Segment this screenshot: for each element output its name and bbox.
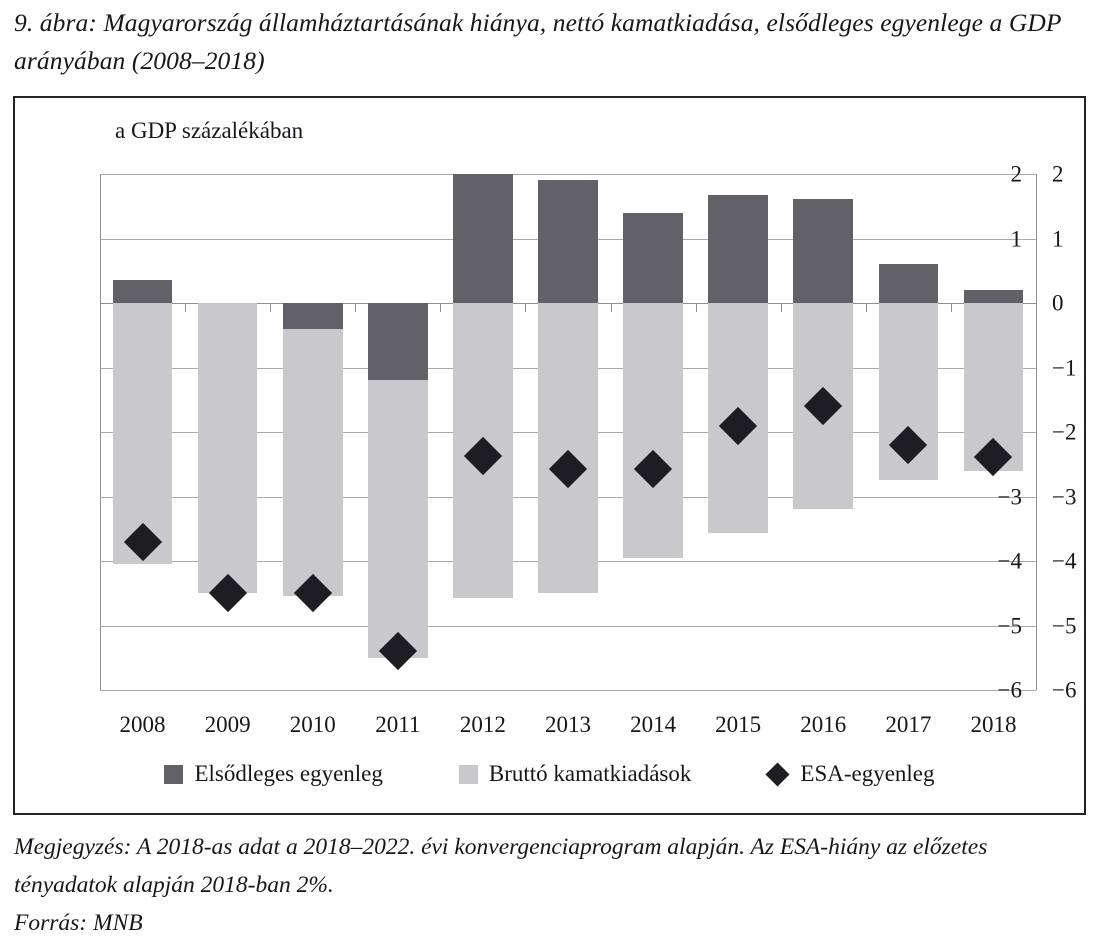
category-separator-tick (185, 303, 187, 312)
figure-caption: 9. ábra: Magyarország államháztartásának… (14, 8, 1062, 75)
category-separator-tick (270, 303, 272, 312)
legend-label: ESA-egyenleg (800, 761, 935, 786)
chart-legend: Elsődleges egyenleg Bruttó kamatkiadások E… (15, 761, 1084, 787)
x-axis-label-2017: 2017 (885, 712, 932, 737)
category-separator-tick (780, 303, 782, 312)
category-separator-tick (865, 303, 867, 312)
gridline-neg6 (100, 690, 1036, 691)
x-axis-label-2015: 2015 (715, 712, 762, 737)
chart-frame: a GDP százalékában 221100−1−1−2−2−3−3−4−… (13, 96, 1086, 815)
x-axis-label-2010: 2010 (289, 712, 336, 737)
bar-group-2010[interactable]: 2010 (282, 174, 343, 737)
footnote-note: Megjegyzés: A 2018-as adat a 2018–2022. … (14, 834, 988, 898)
legend-item[interactable]: Elsődleges egyenleg (164, 761, 383, 787)
y-tick-label-right: 2 (1052, 161, 1064, 187)
bar-segment-primary-balance-2013[interactable] (538, 180, 598, 303)
bar-segment-interest-expenditure-2010[interactable] (282, 328, 343, 597)
bar-segment-interest-expenditure-2014[interactable] (623, 303, 683, 558)
bar-group-2014[interactable]: 2014 (623, 174, 683, 737)
category-separator-tick (610, 303, 612, 312)
bar-group-2013[interactable]: 2013 (538, 174, 598, 737)
bar-segment-primary-balance-2016[interactable] (793, 198, 854, 303)
x-axis-label-2013: 2013 (544, 712, 591, 737)
bar-group-2011[interactable]: 2011 (368, 174, 428, 737)
y-tick-label-left: 1 (1010, 226, 1023, 251)
y-axis-unit-label: a GDP százalékában (115, 118, 304, 143)
bar-segment-primary-balance-2015[interactable] (708, 194, 768, 303)
bar-group-2008[interactable]: 2008 (112, 174, 173, 737)
bar-segment-interest-expenditure-2009[interactable] (197, 303, 258, 594)
category-separator-tick (695, 303, 697, 312)
legend-item[interactable]: Bruttó kamatkiadások (458, 761, 692, 787)
footnote-source: Forrás: MNB (14, 910, 143, 936)
y-tick-label-left: 2 (1010, 161, 1023, 187)
x-axis-label-2014: 2014 (630, 712, 677, 737)
legend-item[interactable]: ESA-egyenleg (765, 761, 935, 787)
right-axis-spine (1036, 174, 1037, 690)
legend-diamond-icon (765, 761, 790, 787)
y-tick-label-right: −5 (1052, 613, 1077, 638)
y-tick-label-left: −3 (997, 484, 1022, 509)
bar-group-2009[interactable]: 2009 (197, 174, 258, 737)
legend-label: Bruttó kamatkiadások (488, 761, 692, 786)
bar-segment-primary-balance-2017[interactable] (878, 264, 939, 303)
y-tick-label-left: −5 (997, 613, 1022, 638)
bar-segment-primary-balance-2014[interactable] (623, 212, 683, 303)
footnotes: Megjegyzés: A 2018-as adat a 2018–2022. … (14, 828, 1090, 942)
bar-segment-primary-balance-2011[interactable] (368, 303, 428, 381)
x-axis-label-2008: 2008 (119, 712, 166, 737)
y-tick-label-left: −6 (997, 677, 1022, 703)
legend-label: Elsődleges egyenleg (194, 761, 383, 786)
bar-segment-interest-expenditure-2013[interactable] (538, 303, 598, 594)
bar-segment-primary-balance-2008[interactable] (112, 280, 173, 303)
y-tick-label-right: −6 (1052, 677, 1077, 703)
legend-square-icon (164, 764, 184, 784)
bar-segment-primary-balance-2010[interactable] (282, 303, 343, 329)
category-separator-tick (355, 303, 357, 312)
gridline-2 (100, 174, 1036, 175)
bar-segment-interest-expenditure-2011[interactable] (368, 380, 428, 658)
bar-group-2018[interactable]: 2018 (963, 174, 1024, 737)
bar-group-2017[interactable]: 2017 (878, 174, 939, 737)
x-axis-label-2012: 2012 (459, 712, 506, 737)
x-axis-label-2018: 2018 (970, 712, 1017, 737)
legend-square-icon (458, 764, 478, 784)
bar-segment-interest-expenditure-2008[interactable] (112, 303, 173, 565)
y-tick-label-right: −3 (1052, 484, 1077, 509)
bar-group-2015[interactable]: 2015 (708, 174, 768, 737)
category-separator-tick (440, 303, 442, 312)
y-tick-label-right: −4 (1052, 548, 1077, 574)
x-axis-label-2011: 2011 (375, 712, 421, 737)
y-tick-label-right: 1 (1052, 226, 1064, 251)
y-tick-label-right: 0 (1052, 290, 1064, 316)
x-axis-label-2009: 2009 (204, 712, 251, 737)
category-separator-tick (525, 303, 527, 312)
plot-area: 221100−1−1−2−2−3−3−4−4−5−5−6−6 200820092… (100, 163, 1076, 737)
y-tick-label-right: −2 (1052, 419, 1077, 445)
bar-group-2016[interactable]: 2016 (793, 174, 854, 737)
category-separator-tick (950, 303, 952, 312)
x-axis-label-2016: 2016 (800, 712, 847, 737)
y-tick-label-right: −1 (1052, 355, 1077, 380)
gridline-neg5 (100, 625, 1036, 627)
bar-segment-primary-balance-2012[interactable] (453, 174, 513, 303)
y-tick-label-left: −4 (997, 548, 1022, 574)
bar-group-2012[interactable]: 2012 (453, 174, 513, 737)
bar-segment-primary-balance-2018[interactable] (963, 290, 1024, 303)
